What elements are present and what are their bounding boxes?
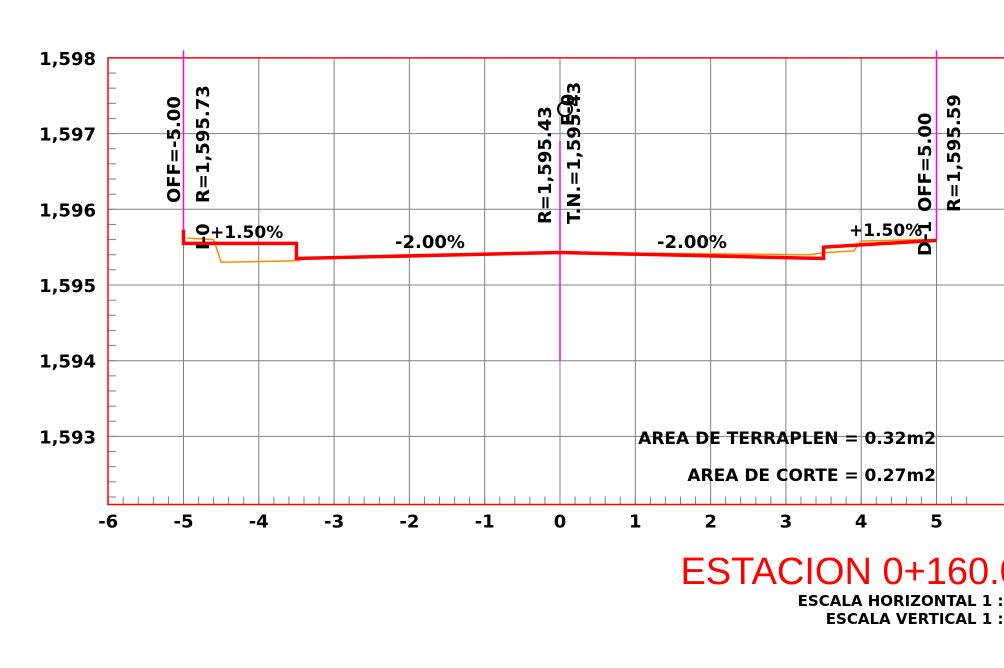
- right-slope-label: +1.50%: [849, 221, 922, 241]
- center-circle-marker: [557, 101, 573, 117]
- y-tick-labels: 1,598 1,597 1,596 1,595 1,594 1,593: [39, 49, 96, 448]
- x-tick-label: -4: [249, 512, 269, 533]
- design-road-polyline: [181, 229, 937, 261]
- station-title: ESTACION 0+160.00: [680, 551, 1004, 593]
- y-tick-label: 1,595: [39, 276, 96, 297]
- right-elevation-label: R=1,595.59: [944, 94, 965, 212]
- title-block: ESTACION 0+160.00 ESCALA HORIZONTAL 1 : …: [680, 552, 1004, 628]
- right-lane-slope-label: -2.00%: [657, 232, 727, 253]
- left-offset-label: OFF=-5.00: [164, 96, 185, 203]
- x-tick-labels: -6 -5 -4 -3 -2 -1 0 1 2 3 4 5: [98, 512, 943, 533]
- y-tick-label: 1,596: [39, 200, 96, 221]
- right-offset-label: OFF=5.00: [915, 113, 936, 212]
- plot-frame: [107, 57, 1004, 506]
- y-tick-label: 1,594: [39, 352, 96, 373]
- x-tick-label: 2: [704, 512, 717, 533]
- left-slope-label: +1.50%: [210, 223, 283, 243]
- x-tick-label: -3: [324, 512, 344, 533]
- horizontal-scale-label: ESCALA HORIZONTAL 1 : 100: [797, 592, 1004, 610]
- x-tick-label: -2: [399, 512, 419, 533]
- left-point-label: I-0: [193, 223, 214, 250]
- center-ground-label: T.N.=1,595.43: [564, 82, 585, 224]
- x-tick-label: 5: [930, 512, 943, 533]
- vertical-scale-label: ESCALA VERTICAL 1 : 100: [825, 610, 1004, 628]
- center-elevation-label: R=1,595.43: [535, 106, 556, 224]
- cut-area-label: AREA DE CORTE = 0.27m2: [687, 466, 936, 486]
- x-tick-label: 0: [554, 512, 567, 533]
- right-point-label: D-1: [915, 221, 936, 256]
- y-tick-label: 1,598: [39, 49, 96, 70]
- plot-frame-border: [107, 57, 1004, 506]
- left-elevation-label: R=1,595.73: [193, 85, 214, 203]
- fill-area-label: AREA DE TERRAPLEN = 0.32m2: [638, 429, 936, 449]
- x-tick-label: 1: [629, 512, 642, 533]
- minor-ticks: [107, 72, 968, 505]
- y-tick-label: 1,597: [39, 125, 96, 146]
- design-road-surface-line: [181, 101, 937, 261]
- x-tick-label: 4: [855, 512, 868, 533]
- y-tick-label: 1,593: [39, 427, 96, 448]
- left-lane-slope-label: -2.00%: [395, 232, 465, 253]
- center-point-label: E-0: [558, 94, 579, 126]
- x-tick-label: -1: [475, 512, 495, 533]
- x-tick-label: -5: [174, 512, 194, 533]
- x-tick-label: -6: [98, 512, 118, 533]
- x-tick-label: 3: [780, 512, 793, 533]
